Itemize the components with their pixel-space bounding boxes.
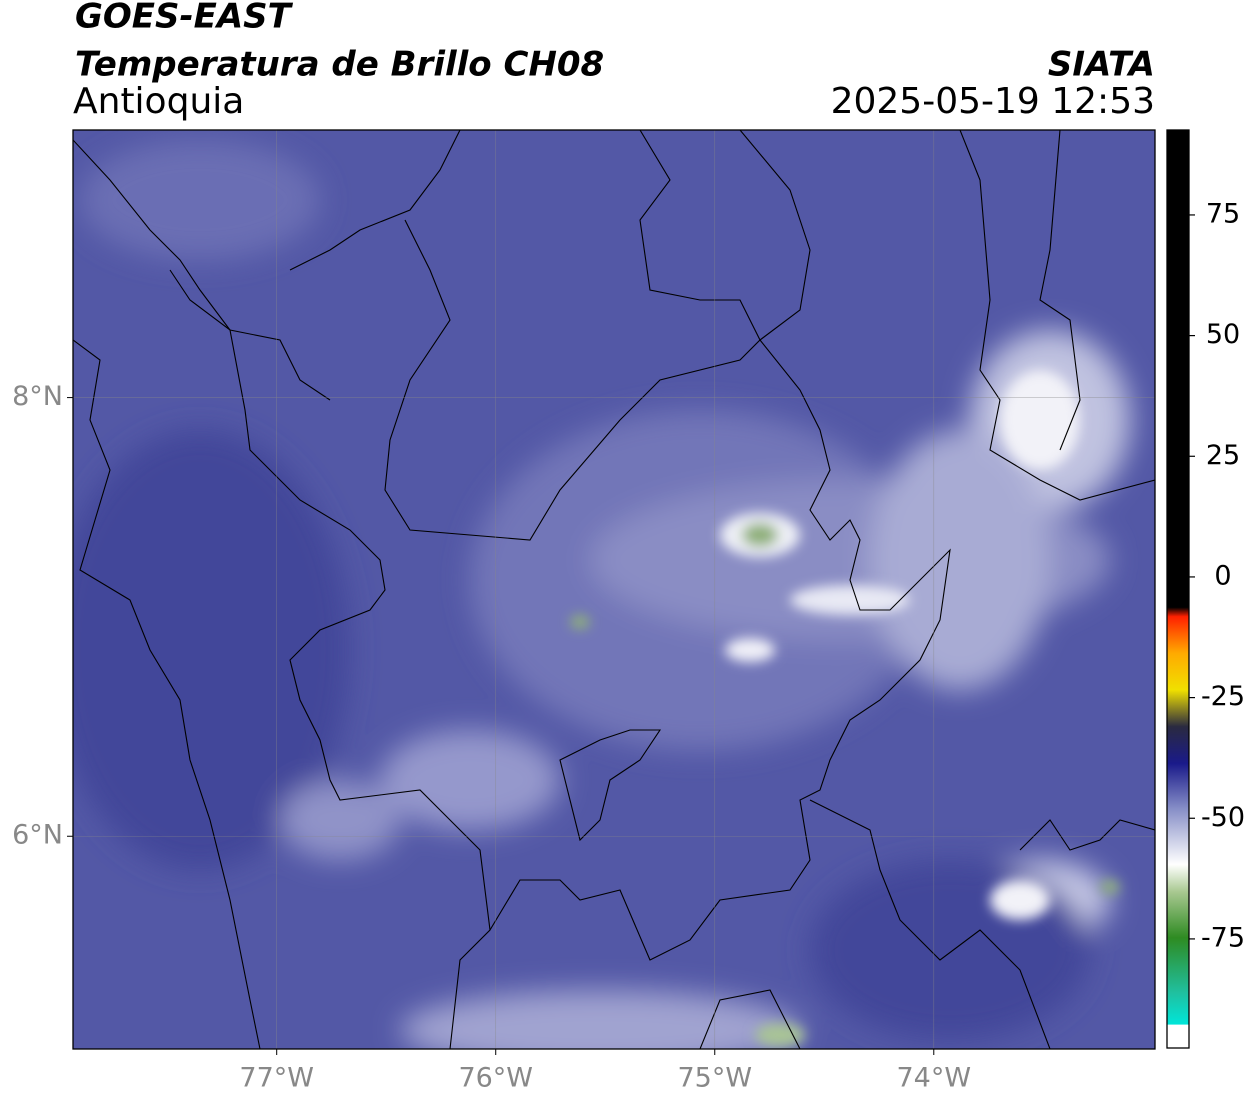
title: GOES-EAST <box>75 0 294 37</box>
source: SIATA <box>1048 45 1155 85</box>
coastline <box>73 339 261 1049</box>
department-border <box>384 219 951 961</box>
colorbar-tick-label: 0 <box>1214 560 1231 591</box>
colorbar-tick-label: -25 <box>1201 681 1245 712</box>
colorbar <box>1166 129 1190 1049</box>
region: Antioquia <box>73 81 244 122</box>
department-border <box>699 799 1155 1049</box>
x-tick-label: 76°W <box>458 1063 533 1094</box>
municipal-border <box>559 729 662 842</box>
colorbar-tick-label: 75 <box>1206 198 1240 229</box>
x-tick-label: 77°W <box>239 1063 314 1094</box>
department-border <box>639 130 811 341</box>
y-tick-label: 8°N <box>12 381 63 412</box>
border-line <box>73 139 491 1049</box>
colorbar-tick-label: -75 <box>1201 922 1245 953</box>
colorbar-tick-label: 25 <box>1206 440 1240 471</box>
x-tick-label: 74°W <box>897 1063 972 1094</box>
colorbar-tick-label: 50 <box>1206 319 1240 350</box>
map-frame <box>72 129 1156 1050</box>
gridlines <box>73 130 1155 1049</box>
timestamp: 2025-05-19 12:53 <box>831 81 1155 122</box>
x-tick-label: 75°W <box>677 1063 752 1094</box>
coastline <box>169 130 461 401</box>
satellite-image <box>73 130 1155 1049</box>
department-border <box>959 130 1155 501</box>
subtitle: Temperatura de Brillo CH08 <box>75 45 604 85</box>
y-tick-label: 6°N <box>12 820 63 851</box>
colorbar-tick-label: -50 <box>1201 802 1245 833</box>
